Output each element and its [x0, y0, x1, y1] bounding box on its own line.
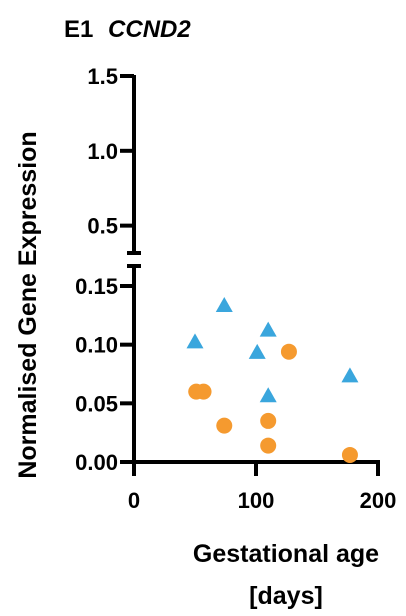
- triangle-point-0: [186, 333, 204, 349]
- chart-title-gene: CCND2: [108, 16, 191, 43]
- x-ticks: 0 100 200: [128, 462, 396, 513]
- y-lower-tick-label-1: 0.05: [75, 391, 118, 416]
- x-axis-label-line2: [days]: [249, 582, 323, 610]
- y-lower-tick-label-2: 0.10: [75, 333, 118, 358]
- triangle-point-2: [248, 343, 266, 359]
- chart-title: E1 CCND2: [64, 16, 191, 43]
- y-upper-tick-label-2: 1.5: [87, 64, 118, 89]
- triangle-point-3: [259, 321, 277, 337]
- x-tick-label-0: 0: [128, 488, 140, 513]
- axes: [127, 75, 380, 464]
- y-axis-label: Normalised Gene Expression: [14, 131, 42, 478]
- y-upper-tick-label-1: 1.0: [87, 139, 118, 164]
- y-lower-tick-label-0: 0.00: [75, 450, 118, 475]
- circle-point-4: [260, 437, 277, 454]
- x-tick-label-1: 100: [238, 488, 275, 513]
- y-ticks-upper: 0.5 1.0 1.5: [87, 64, 134, 239]
- circle-point-1: [195, 383, 212, 400]
- triangle-point-5: [341, 367, 359, 383]
- circle-point-2: [216, 417, 233, 434]
- circle-point-3: [260, 412, 277, 429]
- x-axis-label-line1: Gestational age: [193, 540, 379, 568]
- circle-point-6: [341, 446, 358, 463]
- triangle-point-4: [259, 387, 277, 403]
- chart-title-prefix: E1: [64, 16, 93, 43]
- circle-point-5: [280, 343, 297, 360]
- y-lower-tick-label-3: 0.15: [75, 274, 118, 299]
- x-tick-label-2: 200: [360, 488, 397, 513]
- y-upper-tick-label-0: 0.5: [87, 214, 118, 239]
- data-points: [186, 296, 359, 463]
- triangle-point-1: [215, 296, 233, 312]
- y-ticks-lower: 0.00 0.05 0.10 0.15: [75, 274, 134, 475]
